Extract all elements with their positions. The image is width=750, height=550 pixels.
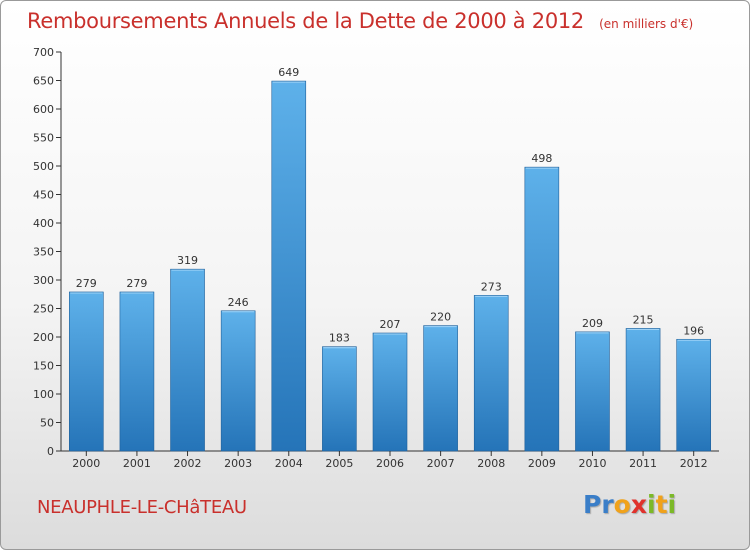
bar xyxy=(322,346,357,452)
data-label: 649 xyxy=(278,66,299,79)
chart-title: Remboursements Annuels de la Dette de 20… xyxy=(27,9,693,33)
y-tick-label: 150 xyxy=(33,360,54,373)
y-tick-label: 50 xyxy=(40,417,54,430)
x-tick-label: 2009 xyxy=(528,457,556,470)
x-tick-label: 2005 xyxy=(325,457,353,470)
logo-letter: r xyxy=(601,490,614,519)
data-label: 215 xyxy=(633,313,654,326)
x-tick-label: 2010 xyxy=(578,457,606,470)
x-tick-label: 2001 xyxy=(123,457,151,470)
data-label: 220 xyxy=(430,311,451,324)
bar xyxy=(271,80,307,452)
data-label: 246 xyxy=(228,296,249,309)
bar xyxy=(473,295,509,452)
logo-letter: P xyxy=(583,490,602,519)
bar xyxy=(69,291,104,452)
bar xyxy=(170,268,205,452)
y-tick-label: 350 xyxy=(33,246,54,259)
y-tick-label: 450 xyxy=(33,189,54,202)
y-tick-label: 250 xyxy=(33,303,54,316)
x-tick-label: 2008 xyxy=(477,457,505,470)
bar xyxy=(423,325,458,452)
y-tick-label: 700 xyxy=(33,46,54,59)
y-tick-label: 400 xyxy=(33,217,54,230)
bar xyxy=(119,291,155,452)
y-tick-label: 600 xyxy=(33,103,54,116)
x-tick-label: 2003 xyxy=(224,457,252,470)
x-tick-label: 2007 xyxy=(427,457,455,470)
x-tick-label: 2000 xyxy=(72,457,100,470)
data-label: 209 xyxy=(582,317,603,330)
data-label: 279 xyxy=(76,277,97,290)
logo-letter: t xyxy=(655,490,668,519)
proxiti-logo[interactable]: Proxiti xyxy=(583,490,676,519)
chart-subtitle: (en milliers d'€) xyxy=(599,17,694,31)
chart-title-main: Remboursements Annuels de la Dette de 20… xyxy=(27,9,584,33)
bar xyxy=(625,328,661,452)
logo-letter: x xyxy=(630,490,647,519)
data-label: 273 xyxy=(481,280,502,293)
data-label: 207 xyxy=(380,318,401,331)
y-tick-label: 650 xyxy=(33,75,54,88)
bar xyxy=(575,331,610,452)
data-label: 319 xyxy=(177,254,198,267)
y-tick-label: 200 xyxy=(33,331,54,344)
bar xyxy=(372,332,408,452)
data-label: 196 xyxy=(683,324,704,337)
y-tick-label: 100 xyxy=(33,388,54,401)
data-label: 183 xyxy=(329,332,350,345)
bar xyxy=(676,338,711,452)
y-tick-label: 550 xyxy=(33,132,54,145)
x-tick-label: 2011 xyxy=(629,457,657,470)
logo-letter: i xyxy=(647,490,656,519)
logo-letter: i xyxy=(667,490,677,519)
x-tick-label: 2012 xyxy=(680,457,708,470)
bar xyxy=(524,166,560,452)
y-tick-label: 500 xyxy=(33,160,54,173)
y-tick-label: 0 xyxy=(47,445,54,458)
y-tick-label: 300 xyxy=(33,274,54,287)
logo-letter: o xyxy=(613,490,631,519)
x-tick-label: 2006 xyxy=(376,457,404,470)
bar xyxy=(220,310,256,452)
commune-name: NEAUPHLE-LE-CHâTEAU xyxy=(37,497,247,518)
data-label: 279 xyxy=(126,277,147,290)
x-tick-label: 2002 xyxy=(174,457,202,470)
x-tick-label: 2004 xyxy=(275,457,303,470)
data-label: 498 xyxy=(531,152,552,165)
